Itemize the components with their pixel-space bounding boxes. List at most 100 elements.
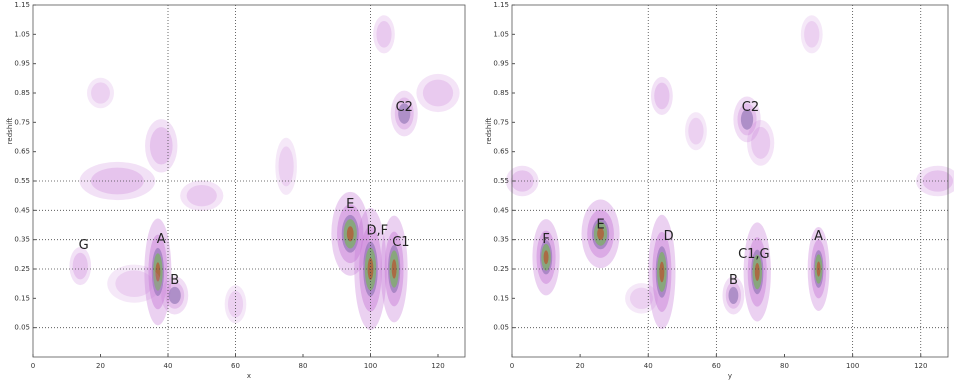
annotation: E bbox=[346, 197, 354, 212]
annotation: C2 bbox=[396, 100, 413, 115]
density-blob bbox=[422, 79, 454, 107]
density-blob bbox=[659, 261, 665, 283]
density-blob bbox=[800, 15, 823, 54]
annotation: G bbox=[79, 238, 89, 253]
y-tick-label: 0.95 bbox=[493, 60, 509, 68]
y-tick-label: 0.25 bbox=[14, 265, 30, 273]
density-blob bbox=[91, 82, 110, 104]
density-blob bbox=[688, 117, 704, 145]
density-blob bbox=[373, 15, 395, 54]
density-blob bbox=[391, 259, 397, 279]
y-tick-label: 0.65 bbox=[493, 148, 509, 156]
density-blob bbox=[69, 247, 92, 286]
y-tick-label: 0.25 bbox=[493, 265, 509, 273]
density-blob bbox=[87, 77, 114, 109]
x-tick-label: 60 bbox=[712, 362, 721, 370]
annotation: A bbox=[157, 232, 166, 247]
x-tick-label: 40 bbox=[164, 362, 173, 370]
density-blob bbox=[625, 283, 658, 314]
x-tick-label: 80 bbox=[299, 362, 308, 370]
density-blob bbox=[398, 103, 411, 124]
y-tick-label: 0.55 bbox=[14, 177, 30, 185]
density-blob bbox=[224, 285, 247, 324]
density-blob bbox=[650, 76, 673, 115]
density-blob bbox=[629, 287, 653, 310]
annotation: A bbox=[814, 229, 823, 244]
annotation: D,F bbox=[366, 223, 388, 238]
y-tick-label: 0.55 bbox=[493, 177, 509, 185]
density-blob bbox=[740, 109, 754, 130]
y-tick-label: 0.65 bbox=[14, 148, 30, 156]
annotation: C1 bbox=[392, 235, 409, 250]
density-blob bbox=[145, 119, 178, 173]
y-tick-label: 1.15 bbox=[14, 1, 30, 9]
density-blob bbox=[505, 165, 539, 197]
density-blob bbox=[597, 227, 604, 240]
y-tick-label: 0.75 bbox=[493, 118, 509, 126]
density-blob bbox=[751, 126, 771, 159]
density-blob bbox=[107, 264, 162, 303]
x-tick-label: 80 bbox=[780, 362, 789, 370]
y-tick-label: 0.05 bbox=[14, 324, 30, 332]
y-tick-label: 0.15 bbox=[493, 294, 509, 302]
x-axis-label: y bbox=[728, 372, 732, 380]
plot: 0.05 0.15 0.25 0.35 0.45 0.55 0.65 0.75 0.85 0.95… bbox=[485, 1, 954, 380]
density-blob bbox=[278, 146, 294, 187]
x-tick-label: 20 bbox=[96, 362, 105, 370]
x-tick-label: 100 bbox=[364, 362, 377, 370]
density-blob bbox=[510, 170, 534, 192]
density-blob bbox=[654, 82, 670, 110]
density-blob bbox=[227, 290, 244, 318]
y-tick-label: 0.85 bbox=[493, 89, 509, 97]
density-blob bbox=[685, 112, 707, 151]
y-tick-label: 1.15 bbox=[493, 1, 509, 9]
annotation: B bbox=[729, 273, 738, 288]
y-tick-label: 0.35 bbox=[493, 236, 509, 244]
density-blob bbox=[747, 119, 775, 166]
annotation: B bbox=[170, 273, 179, 288]
y-tick-label: 1.05 bbox=[493, 30, 509, 38]
x-tick-label: 100 bbox=[846, 362, 859, 370]
density-blob bbox=[115, 270, 154, 298]
density-blob bbox=[155, 262, 161, 282]
y-tick-label: 0.15 bbox=[14, 294, 30, 302]
density-blob bbox=[915, 165, 954, 197]
x-tick-label: 40 bbox=[644, 362, 653, 370]
density-blob bbox=[922, 170, 954, 192]
x-axis-label: x bbox=[247, 372, 251, 380]
y-tick-label: 0.05 bbox=[493, 324, 509, 332]
x-tick-label: 0 bbox=[510, 362, 514, 370]
density-blob bbox=[346, 226, 354, 242]
density-blob bbox=[416, 73, 460, 113]
y-tick-label: 0.45 bbox=[493, 206, 509, 214]
x-tick-label: 120 bbox=[914, 362, 927, 370]
density-blob bbox=[186, 184, 217, 207]
density-blob bbox=[543, 250, 549, 265]
x-tick-label: 0 bbox=[31, 362, 35, 370]
y-axis-label: redshift bbox=[485, 117, 493, 144]
density-blob bbox=[180, 180, 224, 211]
annotation: D bbox=[664, 229, 674, 244]
annotation: F bbox=[542, 232, 549, 247]
annotation: C1,G bbox=[738, 247, 770, 262]
annotation: C2 bbox=[742, 100, 759, 115]
plot: 0.05 0.15 0.25 0.35 0.45 0.55 0.65 0.75 0.85 0.95… bbox=[6, 1, 466, 380]
x-tick-label: 60 bbox=[231, 362, 240, 370]
y-tick-label: 0.45 bbox=[14, 206, 30, 214]
y-tick-label: 0.95 bbox=[14, 60, 30, 68]
x-tick-label: 20 bbox=[576, 362, 585, 370]
density-blob bbox=[376, 20, 392, 48]
annotation: E bbox=[596, 218, 604, 233]
y-axis-label: redshift bbox=[6, 117, 14, 144]
density-blob bbox=[149, 127, 173, 165]
y-tick-label: 0.75 bbox=[14, 118, 30, 126]
density-blob bbox=[168, 286, 181, 304]
x-tick-label: 120 bbox=[431, 362, 444, 370]
density-blob bbox=[72, 252, 88, 280]
y-tick-label: 1.05 bbox=[14, 30, 30, 38]
y-tick-label: 0.35 bbox=[14, 236, 30, 244]
density-blob bbox=[728, 286, 739, 304]
density-blob bbox=[754, 263, 760, 281]
